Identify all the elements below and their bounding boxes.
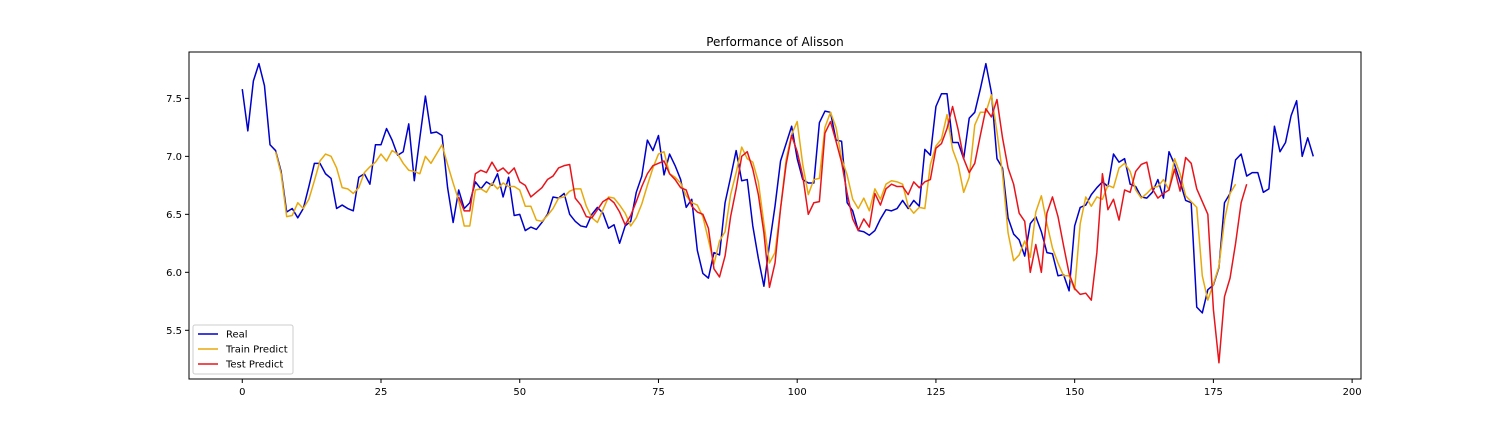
x-tick-label: 100 (788, 387, 807, 398)
x-tick-label: 75 (652, 387, 665, 398)
x-tick-label: 50 (513, 387, 526, 398)
y-axis: 5.5 6.0 6.5 7.0 7.5 (166, 94, 189, 337)
y-tick-label: 5.5 (166, 326, 182, 337)
legend: Real Train Predict Test Predict (192, 324, 294, 375)
chart-title: Performance of Alisson (706, 35, 844, 49)
legend-label-test-predict: Test Predict (225, 360, 283, 371)
x-tick-label: 0 (239, 387, 245, 398)
plot-frame (188, 51, 1362, 380)
legend-label-train-predict: Train Predict (225, 345, 288, 356)
x-tick-label: 200 (1343, 387, 1362, 398)
x-axis: 0 25 50 75 100 125 150 175 200 (239, 379, 1362, 398)
x-tick-label: 175 (1204, 387, 1223, 398)
series-line-train-predict (274, 94, 1237, 301)
x-tick-label: 125 (926, 387, 945, 398)
y-tick-label: 7.5 (166, 94, 182, 105)
legend-label-real: Real (226, 330, 248, 341)
series-line-test-predict (457, 98, 1248, 364)
series-lines (241, 62, 1314, 364)
x-tick-label: 25 (375, 387, 388, 398)
legend-box (192, 324, 294, 375)
plot-area (189, 52, 1361, 379)
y-tick-label: 7.0 (166, 152, 182, 163)
x-tick-label: 150 (1065, 387, 1084, 398)
y-tick-label: 6.5 (166, 210, 182, 221)
y-tick-label: 6.0 (166, 268, 182, 279)
